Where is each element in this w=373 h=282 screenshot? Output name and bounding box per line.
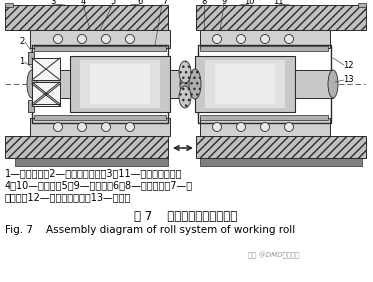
Text: 2: 2	[19, 38, 25, 47]
Circle shape	[285, 34, 294, 43]
Bar	[70, 56, 170, 112]
Bar	[170, 70, 186, 98]
Bar	[5, 136, 168, 158]
Text: 4: 4	[80, 0, 86, 6]
Bar	[195, 56, 295, 112]
Bar	[30, 30, 170, 48]
Circle shape	[53, 122, 63, 131]
Circle shape	[213, 34, 222, 43]
Ellipse shape	[189, 69, 201, 99]
Bar	[80, 60, 160, 108]
Circle shape	[125, 122, 135, 131]
Circle shape	[285, 122, 294, 131]
Bar	[215, 64, 275, 104]
Bar	[32, 58, 60, 80]
Bar	[28, 100, 34, 112]
Bar	[196, 136, 366, 158]
Text: 知乎 @DMD轧机轴承: 知乎 @DMD轧机轴承	[248, 252, 300, 259]
Bar	[200, 46, 328, 51]
Bar	[32, 82, 60, 104]
Text: 5: 5	[110, 0, 116, 6]
Text: 7: 7	[162, 0, 168, 6]
Circle shape	[213, 122, 222, 131]
Bar	[32, 84, 60, 106]
Text: 3: 3	[50, 0, 56, 6]
Text: 6: 6	[137, 0, 143, 6]
Bar	[200, 30, 330, 48]
Bar	[28, 52, 34, 64]
Bar	[200, 118, 330, 136]
Text: 1—推力轴承；2—工作侧轴承座；3，11—轴向锁定装置；: 1—推力轴承；2—工作侧轴承座；3，11—轴向锁定装置；	[5, 168, 182, 178]
Bar	[5, 3, 13, 7]
Circle shape	[78, 34, 87, 43]
Bar	[200, 158, 362, 166]
Text: Fig. 7    Assembly diagram of roll system of working roll: Fig. 7 Assembly diagram of roll system o…	[5, 225, 295, 235]
Circle shape	[125, 34, 135, 43]
Text: 向轴承；12—传动侧轴承座；13—工作辊: 向轴承；12—传动侧轴承座；13—工作辊	[5, 192, 131, 202]
Bar	[30, 118, 170, 136]
Bar	[196, 5, 366, 30]
Text: 图 7    工作辊辊系装配示意图: 图 7 工作辊辊系装配示意图	[134, 210, 238, 223]
Circle shape	[260, 122, 270, 131]
Text: 1: 1	[19, 58, 25, 67]
Text: 8: 8	[201, 0, 207, 6]
Circle shape	[101, 122, 110, 131]
Bar	[34, 46, 166, 51]
Bar	[200, 115, 328, 120]
Bar	[358, 3, 366, 7]
Circle shape	[101, 34, 110, 43]
Bar	[32, 70, 70, 98]
Text: 10: 10	[244, 0, 254, 6]
Text: 9: 9	[221, 0, 227, 6]
Bar	[32, 45, 168, 123]
Bar	[15, 158, 168, 166]
Ellipse shape	[180, 69, 192, 99]
Text: 12: 12	[343, 61, 353, 69]
Bar	[5, 5, 168, 30]
Ellipse shape	[179, 61, 191, 83]
Ellipse shape	[179, 86, 191, 108]
Text: 11: 11	[273, 0, 283, 6]
Bar	[198, 45, 331, 123]
Bar	[295, 70, 333, 98]
Ellipse shape	[328, 70, 338, 98]
Text: 4，10—液压缸；5，9—平衡块；6，8—轧机牌坊；7—径: 4，10—液压缸；5，9—平衡块；6，8—轧机牌坊；7—径	[5, 180, 193, 190]
Circle shape	[53, 34, 63, 43]
Circle shape	[236, 34, 245, 43]
Text: 13: 13	[343, 76, 353, 85]
Bar	[205, 60, 285, 108]
Bar	[90, 64, 150, 104]
Bar	[34, 115, 166, 120]
Circle shape	[236, 122, 245, 131]
Circle shape	[260, 34, 270, 43]
Ellipse shape	[27, 70, 37, 98]
Circle shape	[78, 122, 87, 131]
